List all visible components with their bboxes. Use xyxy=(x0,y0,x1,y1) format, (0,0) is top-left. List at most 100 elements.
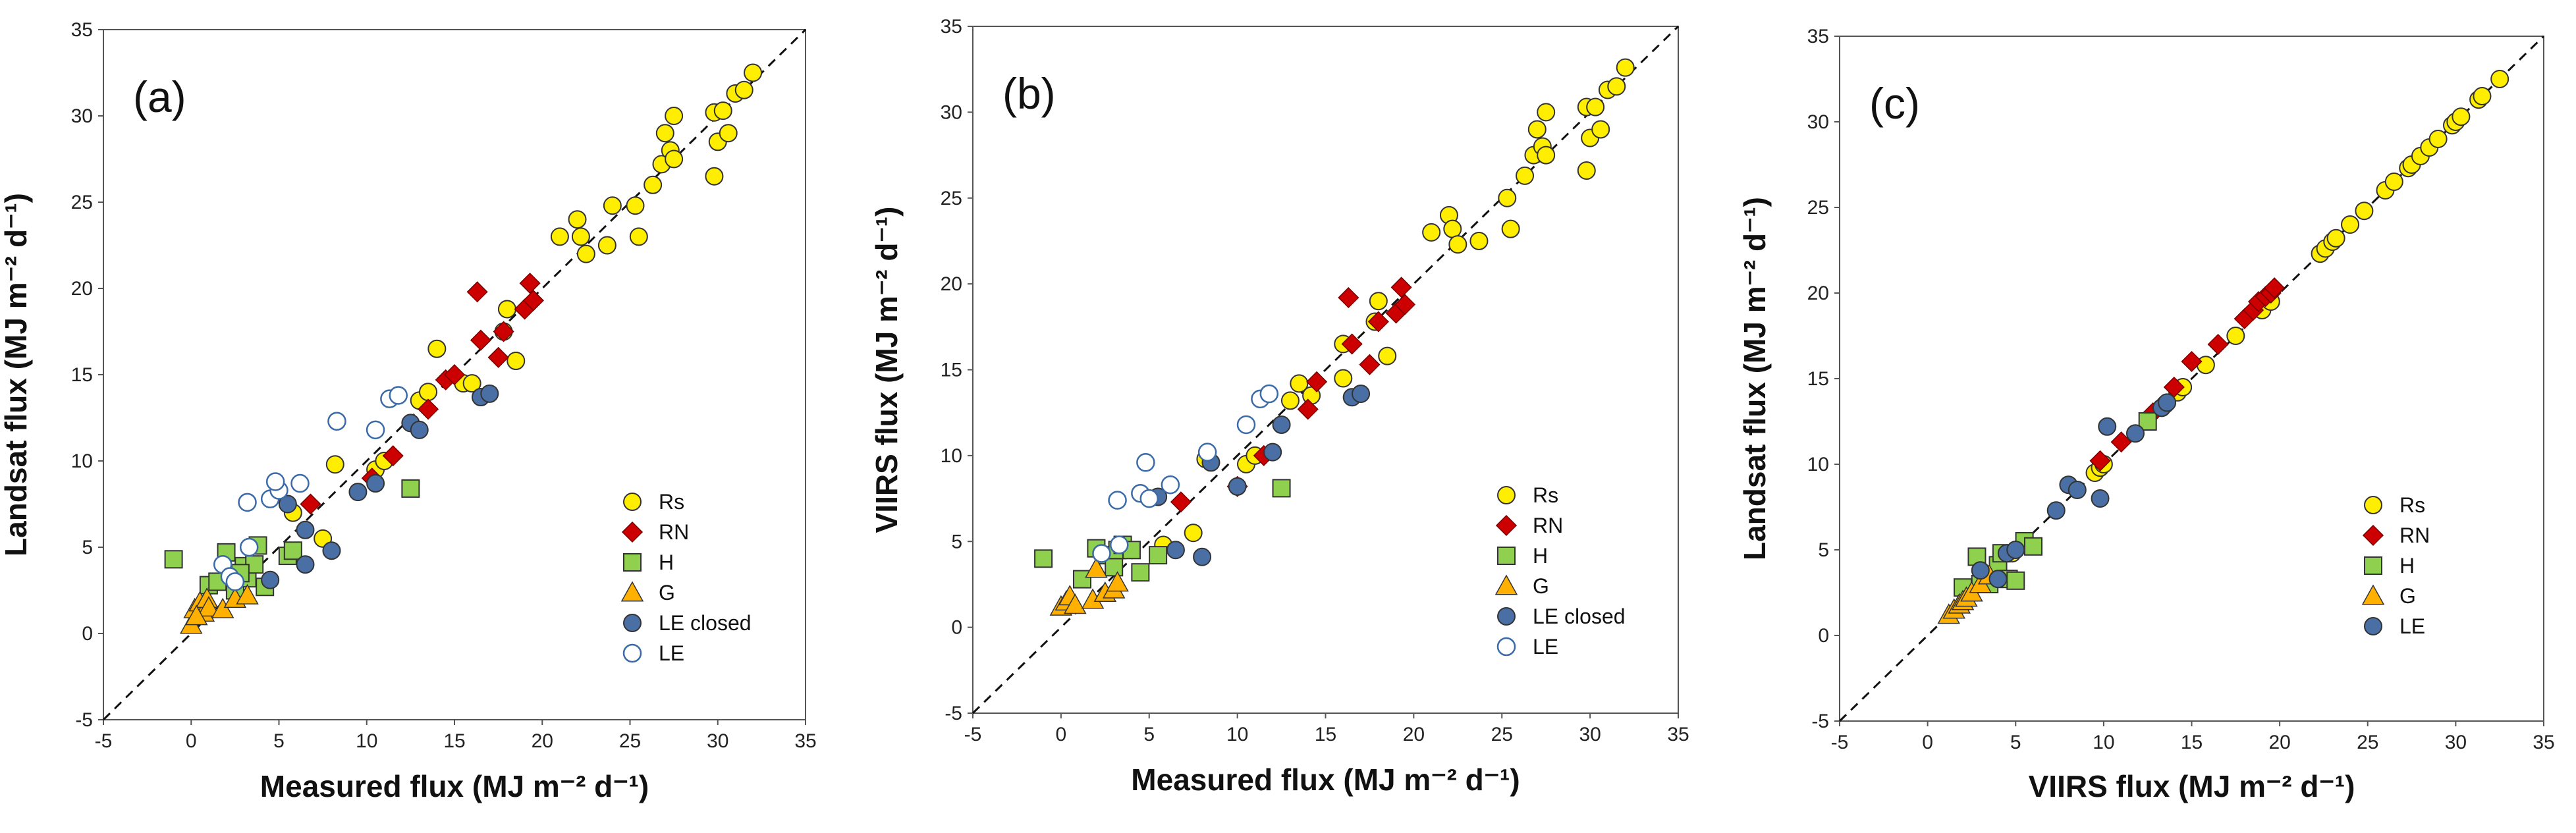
y-tick-label: 20 xyxy=(1807,282,1829,304)
data-point-le-closed xyxy=(1193,547,1212,566)
series-le-closed xyxy=(1149,385,1371,566)
y-tick-label: 25 xyxy=(71,192,93,213)
data-point-rs xyxy=(2341,215,2360,234)
data-point-rs xyxy=(1591,120,1610,139)
data-point-rn xyxy=(1341,333,1363,355)
data-point-rs xyxy=(1537,146,1556,165)
legend: Rs RN HG LE xyxy=(2361,493,2430,638)
legend-label: G xyxy=(2399,584,2416,608)
data-point-le-closed xyxy=(2046,501,2066,520)
data-point-rs xyxy=(462,374,481,393)
data-point-rs xyxy=(603,196,622,215)
x-tick-label: 10 xyxy=(356,730,377,752)
data-point-le-closed xyxy=(2158,393,2177,412)
data-point-h xyxy=(1131,563,1150,582)
legend-marker xyxy=(1496,637,1516,657)
x-axis-label: VIIRS flux (MJ m⁻² d⁻¹) xyxy=(2029,769,2355,803)
legend-marker xyxy=(623,553,642,572)
data-point-rn xyxy=(382,445,404,467)
data-point-rs xyxy=(2196,356,2215,375)
data-point-rs xyxy=(705,167,724,186)
x-tick-label: 20 xyxy=(2268,732,2290,753)
data-point-le xyxy=(1109,535,1129,554)
data-point-le-closed xyxy=(2068,481,2087,499)
legend-label: RN xyxy=(2399,524,2430,547)
panel-label: (c) xyxy=(1869,79,1920,128)
data-point-h xyxy=(283,541,302,560)
data-point-rn xyxy=(1359,354,1381,375)
legend-marker xyxy=(1497,486,1516,504)
data-point-rs xyxy=(644,175,663,194)
y-tick-label: 30 xyxy=(71,105,93,127)
x-tick-label: 25 xyxy=(619,730,641,752)
data-point-le-closed xyxy=(1228,477,1247,496)
x-tick-label: 30 xyxy=(1579,724,1601,745)
data-point-rn xyxy=(2089,450,2111,471)
data-point-rs xyxy=(507,352,526,371)
data-point-le xyxy=(265,472,285,491)
y-tick-label: 25 xyxy=(941,188,962,209)
data-point-rs xyxy=(1537,103,1556,122)
data-point-le-closed xyxy=(1352,385,1371,404)
data-point-rs xyxy=(626,196,645,215)
data-point-rn xyxy=(1390,277,1412,298)
data-point-le-closed xyxy=(348,483,368,502)
x-tick-label: 35 xyxy=(794,730,816,752)
x-tick-label: 30 xyxy=(707,730,728,752)
data-point-rn xyxy=(1394,294,1416,315)
legend-marker xyxy=(2364,556,2382,575)
data-point-rs xyxy=(2490,70,2509,88)
series-rn xyxy=(1170,277,1416,513)
data-point-le-closed xyxy=(278,495,297,514)
data-point-le xyxy=(1259,384,1279,404)
data-point-rn xyxy=(487,346,509,368)
data-point-rs xyxy=(325,455,344,474)
data-point-rn xyxy=(2264,277,2286,299)
data-point-h xyxy=(2138,412,2157,431)
data-point-g xyxy=(236,583,259,605)
data-point-le-closed xyxy=(296,555,315,574)
data-point-rn xyxy=(470,329,492,351)
series-rs xyxy=(1154,58,1635,554)
data-point-h xyxy=(1272,479,1291,498)
data-point-rs xyxy=(1516,166,1535,185)
data-point-rn xyxy=(522,290,544,311)
x-tick-label: 15 xyxy=(2181,732,2203,753)
data-point-le xyxy=(290,473,310,493)
data-point-h xyxy=(1149,546,1168,565)
legend-label: G xyxy=(659,581,675,605)
data-point-g xyxy=(184,605,208,626)
x-tick-label: 0 xyxy=(1056,724,1067,745)
legend-label: LE closed xyxy=(1533,605,1626,628)
y-tick-label: 20 xyxy=(71,278,93,300)
data-point-le xyxy=(1236,415,1256,435)
legend-marker xyxy=(1497,607,1516,626)
data-point-rs xyxy=(629,227,648,246)
data-point-rn xyxy=(2207,333,2229,356)
data-point-le xyxy=(1092,544,1111,563)
x-tick-label: 35 xyxy=(2533,732,2554,753)
data-point-rn xyxy=(466,281,488,303)
data-point-rs xyxy=(1527,120,1547,139)
legend-label: Rs xyxy=(659,490,684,514)
data-point-rs xyxy=(2384,173,2403,191)
data-point-rs xyxy=(734,80,754,99)
data-point-le-closed xyxy=(366,474,385,493)
chart-panel-1: -5-5 0 0 5 5 10 10 15 15 20 20 25 25 30 30 35 35 Measured… xyxy=(0,19,817,803)
x-axis-label: Measured flux (MJ m⁻² d⁻¹) xyxy=(1131,763,1520,797)
data-point-rn xyxy=(1297,398,1319,420)
data-point-g xyxy=(1064,593,1087,614)
data-point-rs xyxy=(2355,202,2374,221)
data-point-le-closed xyxy=(1988,570,2008,589)
x-tick-label: 0 xyxy=(1922,732,1933,753)
legend-label: H xyxy=(659,551,674,574)
data-point-rs xyxy=(1290,374,1309,393)
y-tick-label: 5 xyxy=(951,531,962,552)
y-tick-label: 10 xyxy=(71,450,93,472)
data-point-le-closed xyxy=(2125,424,2145,443)
data-point-rs xyxy=(1498,188,1517,207)
data-point-rs xyxy=(497,300,516,319)
chart-panel-2: -5-5 0 0 5 5 10 10 15 15 20 20 25 25 30 30 35 35 Measured… xyxy=(869,16,1689,797)
legend-marker xyxy=(2362,524,2384,547)
